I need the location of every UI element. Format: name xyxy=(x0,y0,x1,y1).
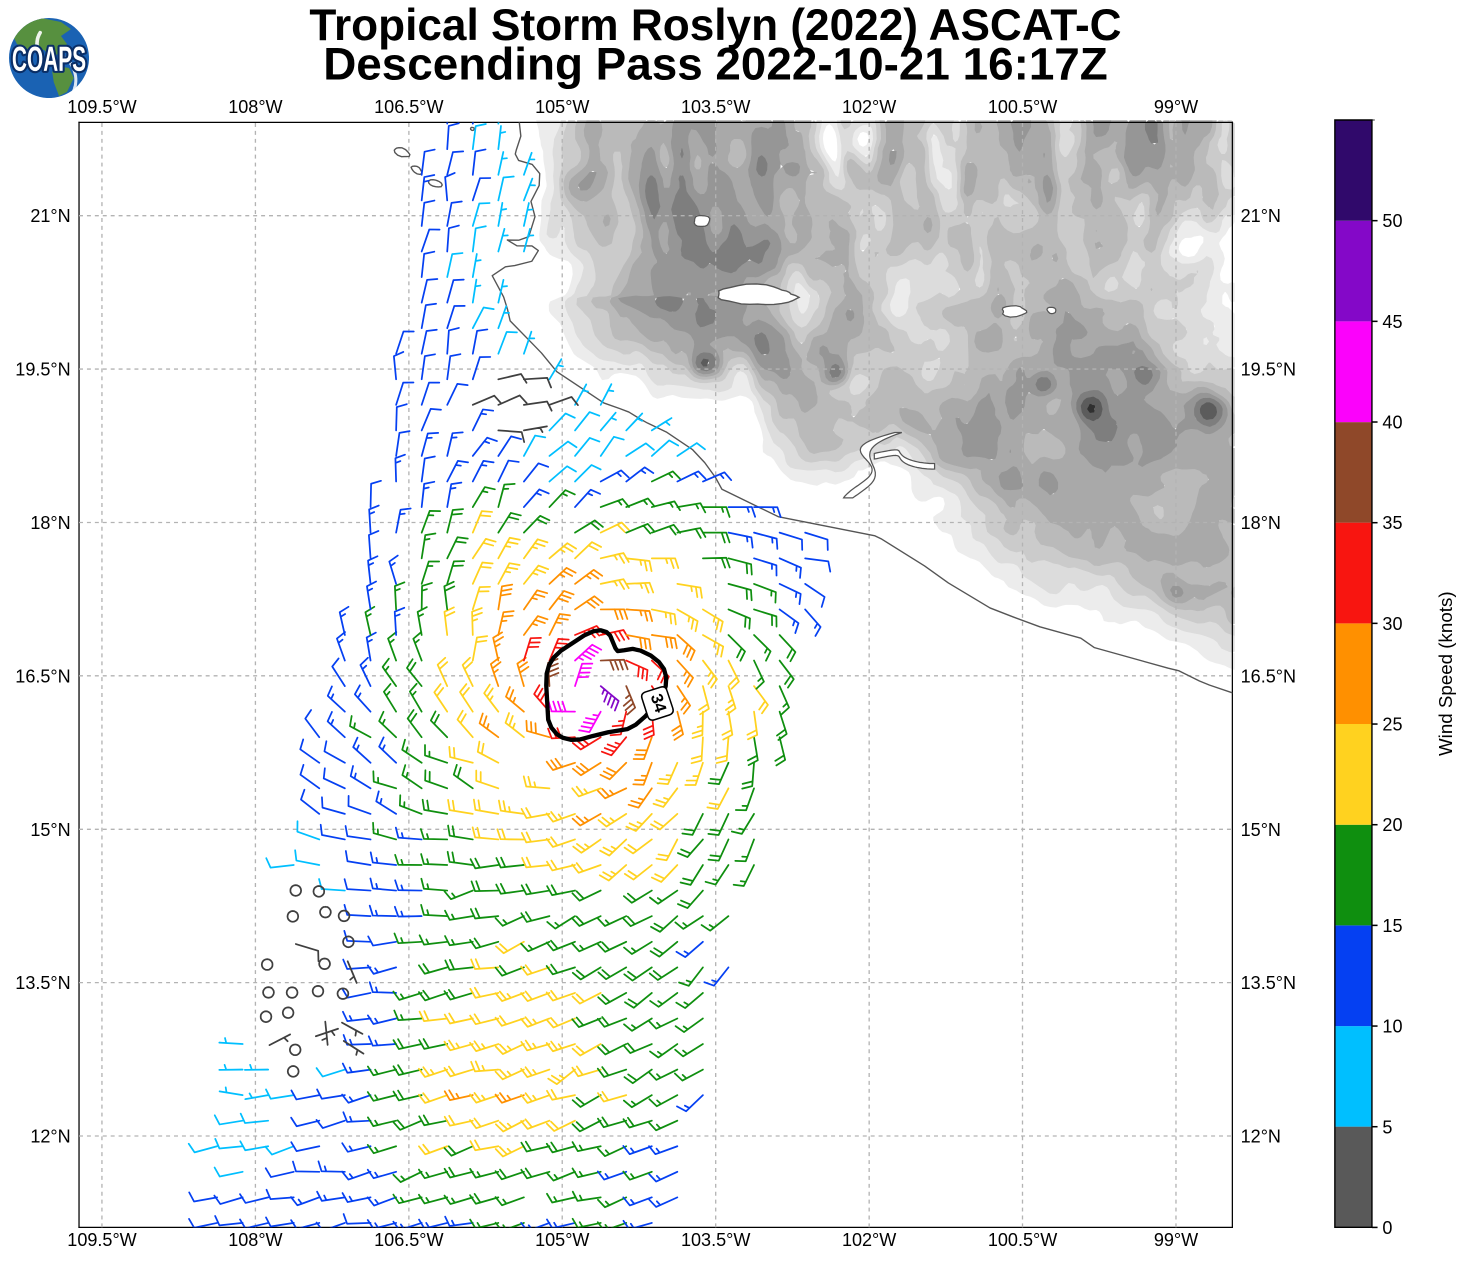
svg-text:15°N: 15°N xyxy=(1241,820,1281,840)
svg-text:102°W: 102°W xyxy=(842,1230,896,1250)
svg-text:10: 10 xyxy=(1382,1017,1402,1037)
svg-text:Descending Pass 2022-10-21 16:: Descending Pass 2022-10-21 16:17Z xyxy=(323,39,1108,90)
svg-text:100.5°W: 100.5°W xyxy=(988,97,1057,117)
svg-text:21°N: 21°N xyxy=(1241,206,1281,226)
svg-text:103.5°W: 103.5°W xyxy=(681,97,750,117)
svg-text:19.5°N: 19.5°N xyxy=(1241,360,1296,380)
svg-text:30: 30 xyxy=(1382,614,1402,634)
svg-text:109.5°W: 109.5°W xyxy=(67,1230,136,1250)
svg-text:19.5°N: 19.5°N xyxy=(15,360,70,380)
svg-text:99°W: 99°W xyxy=(1154,1230,1198,1250)
svg-text:109.5°W: 109.5°W xyxy=(67,97,136,117)
svg-text:21°N: 21°N xyxy=(30,206,70,226)
svg-text:Wind Speed (knots): Wind Speed (knots) xyxy=(1435,591,1456,756)
svg-text:13.5°N: 13.5°N xyxy=(1241,973,1296,993)
svg-text:16.5°N: 16.5°N xyxy=(15,666,70,686)
svg-text:108°W: 108°W xyxy=(228,97,282,117)
svg-text:16.5°N: 16.5°N xyxy=(1241,666,1296,686)
svg-text:105°W: 105°W xyxy=(535,97,589,117)
svg-text:12°N: 12°N xyxy=(1241,1127,1281,1147)
svg-text:15°N: 15°N xyxy=(30,820,70,840)
svg-text:35: 35 xyxy=(1382,513,1402,533)
svg-text:13.5°N: 13.5°N xyxy=(15,973,70,993)
svg-text:40: 40 xyxy=(1382,413,1402,433)
svg-text:20: 20 xyxy=(1382,815,1402,835)
svg-text:99°W: 99°W xyxy=(1154,97,1198,117)
svg-text:45: 45 xyxy=(1382,312,1402,332)
svg-text:18°N: 18°N xyxy=(1241,513,1281,533)
svg-text:50: 50 xyxy=(1382,211,1402,231)
svg-text:12°N: 12°N xyxy=(30,1127,70,1147)
svg-text:106.5°W: 106.5°W xyxy=(374,1230,443,1250)
svg-text:103.5°W: 103.5°W xyxy=(681,1230,750,1250)
svg-text:100.5°W: 100.5°W xyxy=(988,1230,1057,1250)
svg-text:18°N: 18°N xyxy=(30,513,70,533)
svg-text:5: 5 xyxy=(1382,1117,1392,1137)
svg-text:0: 0 xyxy=(1382,1218,1392,1238)
svg-text:15: 15 xyxy=(1382,916,1402,936)
svg-text:Tropical Storm Roslyn (2022) A: Tropical Storm Roslyn (2022) ASCAT-C xyxy=(309,1,1121,50)
svg-text:108°W: 108°W xyxy=(228,1230,282,1250)
svg-text:106.5°W: 106.5°W xyxy=(374,97,443,117)
svg-text:105°W: 105°W xyxy=(535,1230,589,1250)
svg-text:25: 25 xyxy=(1382,715,1402,735)
svg-text:102°W: 102°W xyxy=(842,97,896,117)
